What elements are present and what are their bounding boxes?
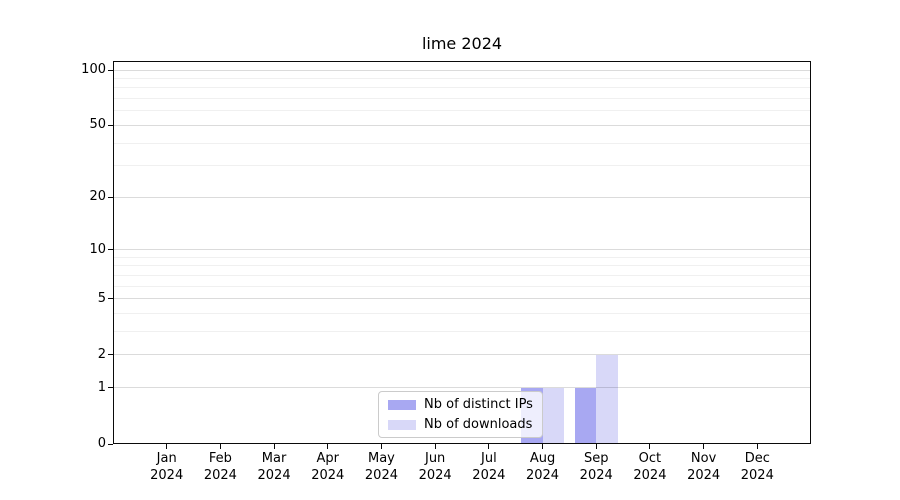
xtick-year: 2024	[203, 468, 237, 483]
gridline-minor-60	[113, 110, 811, 112]
gridline-major-10	[113, 249, 811, 251]
xtick-year: 2024	[257, 468, 291, 483]
xtick-label-apr: Apr 2024	[300, 450, 356, 484]
ytick-mark-100	[108, 69, 113, 71]
ytick-mark-50	[108, 124, 113, 126]
xtick-month: Jul	[481, 451, 497, 466]
chart-title: lime 2024	[421, 34, 503, 53]
gridline-minor-90	[113, 78, 811, 80]
legend-swatch-icon	[388, 399, 416, 410]
legend-row: Nb of downloads	[388, 417, 533, 432]
xtick-label-aug: Aug 2024	[515, 450, 571, 484]
gridline-minor-40	[113, 142, 811, 144]
xtick-month: Jun	[424, 451, 446, 466]
ytick-mark-10	[108, 249, 113, 251]
xtick-year: 2024	[525, 468, 560, 483]
gridline-major-1	[113, 387, 811, 389]
gridline-minor-3	[113, 331, 811, 333]
xtick-year: 2024	[579, 468, 613, 483]
xtick-month: Feb	[208, 451, 232, 466]
ytick-label-5: 5	[97, 290, 106, 306]
xtick-mark-feb	[219, 444, 221, 449]
legend-row: Nb of distinct IPs	[388, 397, 533, 412]
ytick-label-100: 100	[81, 62, 106, 78]
gridline-minor-7	[113, 275, 811, 277]
xtick-label-sep: Sep 2024	[568, 450, 624, 484]
xtick-mark-jun	[434, 444, 436, 449]
xtick-mark-may	[380, 444, 382, 449]
legend: Nb of distinct IPs Nb of downloads	[378, 391, 543, 438]
ytick-label-10: 10	[89, 241, 106, 257]
xtick-year: 2024	[418, 468, 452, 483]
xtick-mark-aug	[542, 444, 544, 449]
xtick-month: Dec	[744, 451, 770, 466]
xtick-label-jul: Jul 2024	[461, 450, 517, 484]
xtick-mark-mar	[273, 444, 275, 449]
legend-label: Nb of distinct IPs	[424, 397, 533, 412]
ytick-mark-20	[108, 196, 113, 198]
ytick-mark-2	[108, 354, 113, 356]
legend-swatch-icon	[388, 419, 416, 430]
xtick-month: Jan	[156, 451, 177, 466]
gridline-minor-30	[113, 165, 811, 167]
gridline-minor-80	[113, 87, 811, 89]
ytick-label-0: 0	[97, 436, 106, 451]
ytick-label-20: 20	[89, 189, 106, 205]
ytick-mark-0	[108, 443, 113, 445]
gridline-minor-6	[113, 285, 811, 287]
xtick-year: 2024	[740, 468, 774, 483]
xtick-mark-jan	[166, 444, 168, 449]
gridline-major-100	[113, 69, 811, 71]
bar-nb-of-downloads-aug	[542, 387, 564, 444]
xtick-month: Apr	[316, 451, 340, 466]
xtick-year: 2024	[311, 468, 345, 483]
ytick-label-1: 1	[97, 379, 106, 395]
xtick-label-oct: Oct 2024	[622, 450, 678, 484]
bar-nb-of-distinct-ips-sep	[574, 387, 597, 444]
xtick-label-feb: Feb 2024	[192, 450, 248, 484]
xtick-label-dec: Dec 2024	[729, 450, 785, 484]
xtick-mark-jul	[488, 444, 490, 449]
gridline-major-20	[113, 196, 811, 198]
xtick-year: 2024	[472, 468, 506, 483]
ytick-mark-1	[108, 387, 113, 389]
gridline-major-50	[113, 124, 811, 126]
ytick-label-2: 2	[97, 346, 106, 362]
xtick-label-mar: Mar 2024	[246, 450, 302, 484]
ytick-mark-5	[108, 298, 113, 300]
xtick-year: 2024	[633, 468, 667, 483]
xtick-year: 2024	[150, 468, 184, 483]
ytick-label-50: 50	[89, 117, 106, 133]
bar-nb-of-downloads-sep	[596, 354, 618, 444]
gridline-minor-8	[113, 265, 811, 267]
xtick-month: Sep	[583, 451, 609, 466]
xtick-mark-apr	[327, 444, 329, 449]
xtick-month: Nov	[690, 451, 717, 466]
xtick-label-jun: Jun 2024	[407, 450, 463, 484]
xtick-mark-oct	[649, 444, 651, 449]
xtick-label-may: May 2024	[353, 450, 409, 484]
xtick-mark-sep	[595, 444, 597, 449]
gridline-minor-4	[113, 313, 811, 315]
xtick-month: Oct	[638, 451, 662, 466]
xtick-month: Mar	[261, 451, 287, 466]
xtick-month: Aug	[529, 451, 556, 466]
gridline-minor-70	[113, 98, 811, 100]
gridline-major-2	[113, 354, 811, 356]
xtick-year: 2024	[687, 468, 721, 483]
xtick-month: May	[368, 451, 395, 466]
gridline-major-5	[113, 298, 811, 300]
xtick-label-jan: Jan 2024	[139, 450, 195, 484]
xtick-mark-dec	[756, 444, 758, 449]
xtick-year: 2024	[364, 468, 398, 483]
gridline-minor-9	[113, 256, 811, 258]
xtick-mark-nov	[703, 444, 705, 449]
xtick-label-nov: Nov 2024	[676, 450, 732, 484]
legend-label: Nb of downloads	[424, 417, 533, 432]
